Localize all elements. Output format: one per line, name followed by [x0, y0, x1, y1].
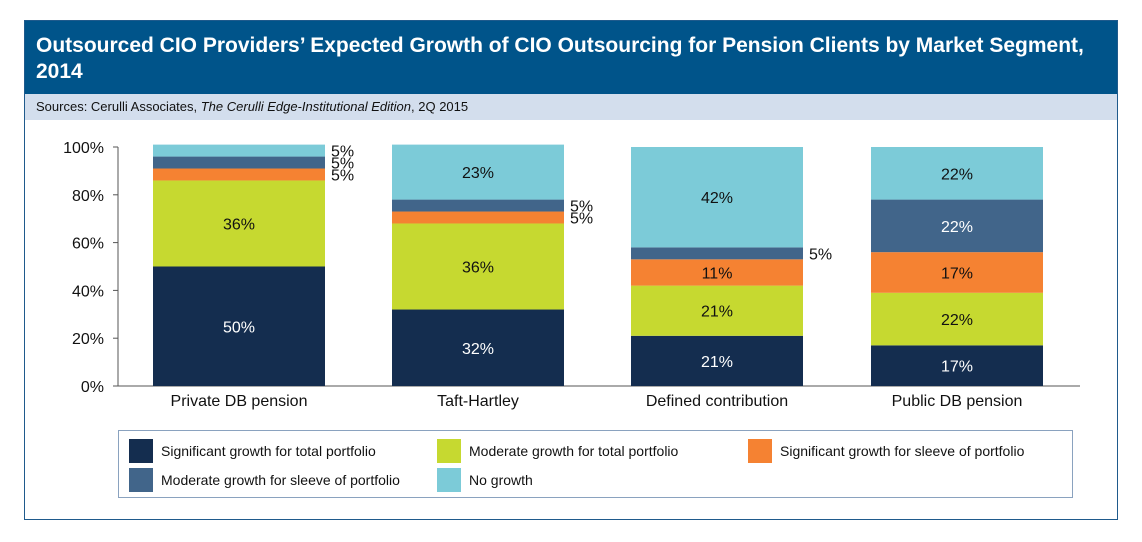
- legend-item: Significant growth for sleeve of portfol…: [748, 439, 1024, 463]
- bar-segment: [871, 252, 1043, 293]
- bar-segment: [871, 345, 1043, 386]
- bar-segment: [392, 309, 564, 386]
- legend-label: Significant growth for sleeve of portfol…: [780, 443, 1025, 459]
- data-label: 21%: [701, 354, 733, 371]
- y-tick-label: 80%: [72, 188, 104, 205]
- bar-segment: [153, 144, 325, 157]
- chart-legend: Significant growth for total portfolio Mo…: [118, 430, 1073, 498]
- bar-segment: [631, 247, 803, 260]
- source-bar: Sources: Cerulli Associates, The Cerulli…: [25, 94, 1117, 120]
- data-label: 5%: [570, 199, 593, 216]
- bar-segment: [153, 180, 325, 267]
- title-bar: Outsourced CIO Providers’ Expected Growt…: [25, 21, 1117, 94]
- data-label: 5%: [331, 167, 354, 184]
- bar-segment: [631, 335, 803, 386]
- data-label: 50%: [223, 319, 255, 336]
- legend-label: Moderate growth for total portfolio: [469, 443, 679, 459]
- legend-item: Moderate growth for total portfolio: [437, 439, 678, 463]
- bar-segment: [153, 168, 325, 181]
- legend-label: Significant growth for total portfolio: [161, 443, 376, 459]
- legend-item: No growth: [437, 468, 533, 492]
- y-tick-label: 20%: [72, 331, 104, 348]
- legend-label: Moderate growth for sleeve of portfolio: [161, 472, 400, 488]
- data-label: 22%: [941, 312, 973, 329]
- chart-title: Outsourced CIO Providers’ Expected Growt…: [36, 34, 1084, 83]
- bar-segment: [631, 285, 803, 336]
- legend-item: Moderate growth for sleeve of portfolio: [129, 468, 400, 492]
- data-label: 42%: [701, 190, 733, 207]
- legend-swatch: [748, 439, 772, 463]
- data-label: 36%: [223, 216, 255, 233]
- legend-swatch: [437, 439, 461, 463]
- data-label: 5%: [570, 211, 593, 228]
- bar-segment: [392, 211, 564, 224]
- data-label: 21%: [701, 304, 733, 321]
- legend-item: Significant growth for total portfolio: [129, 439, 376, 463]
- data-label: 5%: [331, 144, 354, 161]
- data-label: 22%: [941, 166, 973, 183]
- data-label: 11%: [702, 265, 733, 282]
- bar-segment: [392, 223, 564, 310]
- y-tick-label: 0%: [81, 379, 104, 396]
- legend-label: No growth: [469, 472, 533, 488]
- data-label: 17%: [941, 265, 973, 282]
- source-prefix: Sources: Cerulli Associates,: [36, 99, 201, 114]
- data-label: 23%: [462, 165, 494, 182]
- y-tick-label: 60%: [72, 236, 104, 253]
- bar-segment: [392, 199, 564, 212]
- x-tick-label: Defined contribution: [646, 393, 788, 410]
- bar-segment: [631, 147, 803, 248]
- x-tick-label: Taft-Hartley: [437, 393, 519, 410]
- data-label: 32%: [462, 341, 494, 358]
- source-suffix: , 2Q 2015: [411, 99, 469, 114]
- stacked-bar-chart: 0%20%40%60%80%100%50%36%5%5%5%32%36%5%5%…: [63, 140, 1080, 410]
- legend-swatch: [129, 468, 153, 492]
- bar-segment: [871, 147, 1043, 200]
- data-label: 22%: [941, 219, 973, 236]
- legend-swatch: [437, 468, 461, 492]
- source-publication: The Cerulli Edge-Institutional Edition: [200, 99, 412, 114]
- y-tick-label: 40%: [72, 283, 104, 300]
- bar-segment: [153, 156, 325, 169]
- data-label: 17%: [941, 359, 973, 376]
- bar-segment: [392, 144, 564, 200]
- data-label: 5%: [331, 156, 354, 173]
- x-tick-label: Public DB pension: [892, 393, 1023, 410]
- x-tick-label: Private DB pension: [171, 393, 308, 410]
- bar-segment: [153, 266, 325, 386]
- bar-segment: [871, 199, 1043, 253]
- bar-segment: [631, 259, 803, 286]
- source-note: Sources: Cerulli Associates, The Cerulli…: [36, 99, 468, 114]
- data-label: 36%: [462, 260, 494, 277]
- legend-swatch: [129, 439, 153, 463]
- bar-segment: [871, 292, 1043, 346]
- data-label: 5%: [809, 246, 832, 263]
- y-tick-label: 100%: [63, 140, 104, 157]
